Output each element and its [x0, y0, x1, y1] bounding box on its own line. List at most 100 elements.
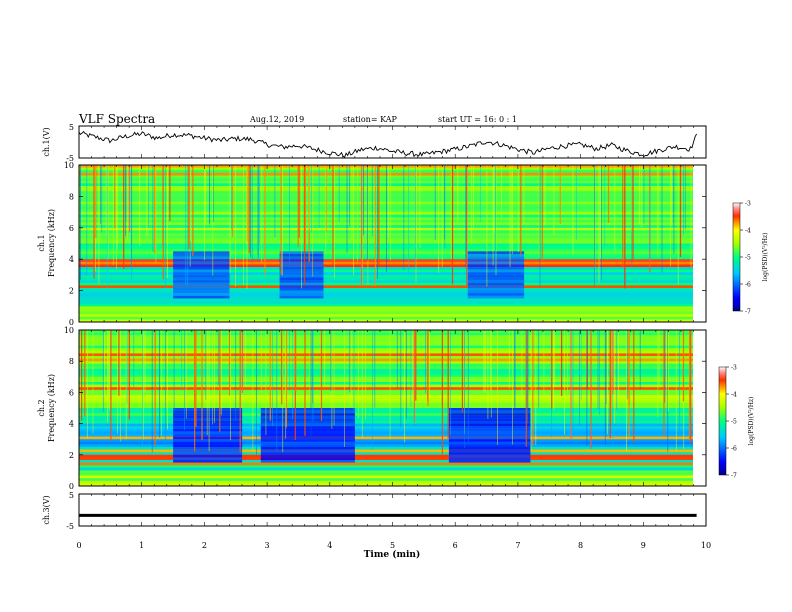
spectrogram-sferic-streak [334, 165, 335, 279]
spectrogram-sferic-streak [252, 330, 254, 452]
spectrogram-sferic-streak [301, 165, 302, 289]
colorbar-tick-label: -3 [731, 365, 737, 372]
spectrogram-sferic-streak [231, 165, 233, 237]
freq-tick-label: 8 [69, 192, 74, 201]
spectrogram-sferic-streak [408, 165, 410, 277]
spectrogram-sferic-streak [118, 330, 120, 396]
spectrogram-sferic-streak [461, 330, 463, 413]
spectrogram-band [79, 274, 693, 278]
voltage-series-line-0 [78, 130, 697, 159]
time-tick-label: 9 [641, 541, 646, 550]
spectrogram-sferic-streak [415, 330, 417, 401]
spectrogram-quiet-patch [173, 267, 230, 270]
spectrogram-sferic-streak [256, 330, 257, 455]
spectrogram-quiet-patch [260, 428, 355, 432]
spectrogram-sferic-streak [604, 330, 606, 445]
spectrogram-sferic-streak [165, 330, 166, 444]
spectrogram-sferic-streak [415, 165, 416, 269]
spectrogram-sferic-streak [632, 165, 634, 262]
freq-tick-label: 4 [69, 420, 74, 429]
spectrogram-quiet-patch [279, 293, 324, 297]
spectrogram-sferic-streak [501, 165, 502, 221]
spectrogram-band [79, 293, 693, 297]
spectrogram-sferic-streak [131, 165, 132, 266]
spectrogram-sferic-streak [561, 330, 563, 396]
spectrogram-sferic-streak [378, 165, 380, 265]
spectrogram-band [79, 379, 693, 383]
spectrogram-sferic-streak [173, 330, 175, 411]
spectrogram-band [79, 382, 693, 385]
freq-tick-label: 2 [69, 451, 74, 460]
spectrogram-sferic-streak [541, 165, 543, 261]
spectrogram-sferic-streak [358, 330, 359, 419]
spectrogram-sferic-streak [289, 330, 290, 391]
ch1-spectrogram-ylabel-frequency: Frequency (kHz) [47, 209, 56, 277]
spectrogram-sferic-streak [450, 165, 452, 259]
spectrogram-sferic-streak [377, 165, 378, 279]
spectrogram-sferic-streak [152, 165, 154, 252]
spectrogram-no-data [697, 165, 706, 322]
spectrogram-quiet-patch [173, 457, 243, 461]
spectrogram-quiet-patch [260, 418, 355, 422]
spectrogram-quiet-patch [448, 449, 531, 453]
spectrogram-sferic-streak [527, 330, 529, 449]
spectrogram-quiet-patch [279, 295, 324, 299]
spectrogram-band [79, 227, 693, 231]
spectrogram-quiet-patch [173, 264, 230, 268]
spectrogram-quiet-patch [260, 452, 355, 456]
spectrogram-band [79, 345, 693, 349]
spectrogram-sferic-streak [590, 330, 592, 449]
spectrogram-sferic-streak [521, 330, 523, 406]
spectrogram-sferic-streak [487, 330, 489, 419]
colorbar-tick-label: -6 [731, 446, 737, 453]
spectrogram-sferic-streak [320, 330, 323, 421]
spectrogram-band [79, 204, 693, 208]
spectrogram-sferic-streak [543, 330, 545, 401]
spectrogram-quiet-patch [173, 449, 243, 453]
spectrogram-quiet-patch [467, 285, 525, 289]
spectrogram-sferic-streak [125, 165, 127, 221]
spectrogram-band [79, 178, 693, 181]
spectrogram-sferic-streak [690, 165, 692, 268]
date-label: Aug.12, 2019 [249, 115, 304, 124]
spectrogram-quiet-patch [467, 293, 525, 297]
spectrogram-sferic-streak [441, 165, 443, 267]
spectrogram-sferic-streak [605, 330, 607, 404]
ch2-colorbar [718, 366, 727, 476]
spectrogram-band [79, 402, 693, 406]
spectrogram-sferic-streak [661, 165, 663, 273]
spectrogram-sferic-streak [264, 165, 266, 275]
spectrogram-quiet-patch [173, 460, 243, 463]
spectrogram-sferic-streak [117, 330, 118, 434]
spectrogram-sferic-streak [304, 165, 306, 251]
spectrogram-band [79, 337, 693, 341]
spectrogram-quiet-patch [448, 423, 531, 427]
ch2-spectrogram-ylabel-channel: ch.2 [37, 399, 46, 416]
spectrogram-band [79, 467, 693, 471]
spectrogram-quiet-patch [260, 413, 355, 417]
spectrogram-sferic-streak [664, 330, 666, 403]
spectrogram-sferic-streak [154, 165, 156, 254]
spectrogram-sferic-streak [102, 330, 104, 413]
spectrogram-sferic-streak [318, 165, 320, 229]
spectrogram-sferic-streak [438, 165, 440, 273]
spectrogram-sferic-streak [434, 165, 436, 240]
spectrogram-sferic-streak [274, 165, 276, 237]
spectrogram-band [79, 340, 693, 344]
spectrogram-band [79, 295, 693, 299]
spectrogram-sferic-streak [116, 165, 118, 249]
spectrogram-sferic-streak [246, 165, 249, 241]
spectrogram-quiet-patch [448, 447, 531, 450]
spectrogram-sferic-streak [280, 165, 282, 275]
spectrogram-sferic-streak [151, 330, 153, 453]
spectrogram-quiet-patch [173, 441, 243, 445]
spectrogram-sferic-streak [486, 165, 488, 287]
freq-tick-label: 0 [69, 318, 74, 327]
spectrogram-band [79, 428, 693, 432]
spectrogram-sferic-streak [457, 165, 459, 221]
spectrogram-sferic-streak [120, 330, 121, 442]
spectrogram-sferic-streak [466, 165, 468, 287]
spectrogram-band [79, 361, 693, 365]
